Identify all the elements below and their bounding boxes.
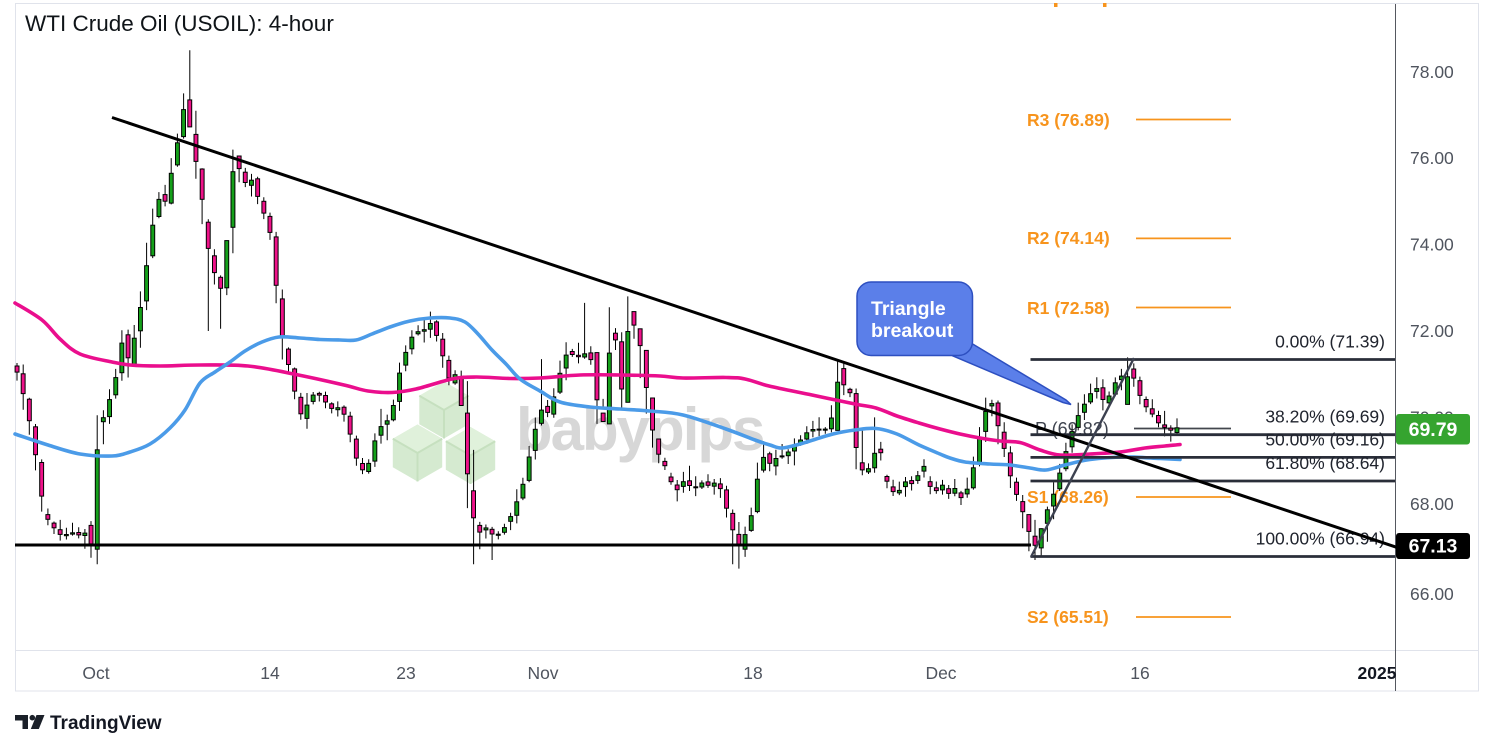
svg-text:72.00: 72.00 <box>1410 321 1454 341</box>
svg-text:2025: 2025 <box>1358 663 1397 683</box>
svg-text:R1 (72.58): R1 (72.58) <box>1027 298 1110 318</box>
svg-text:WTI Crude Oil (USOIL): 4-hour: WTI Crude Oil (USOIL): 4-hour <box>25 11 334 36</box>
svg-text:Oct: Oct <box>82 663 109 683</box>
svg-text:68.00: 68.00 <box>1410 494 1454 514</box>
svg-text:76.00: 76.00 <box>1410 148 1454 168</box>
svg-text:TradingView: TradingView <box>50 713 162 734</box>
svg-text:66.00: 66.00 <box>1410 584 1454 604</box>
svg-text:Dec: Dec <box>925 663 956 683</box>
svg-text:38.20% (69.69): 38.20% (69.69) <box>1265 407 1385 427</box>
svg-text:69.79: 69.79 <box>1409 419 1458 441</box>
svg-text:78.00: 78.00 <box>1410 62 1454 82</box>
svg-text:Nov: Nov <box>527 663 558 683</box>
svg-text:S1 (68.26): S1 (68.26) <box>1027 487 1109 507</box>
svg-text:R2 (74.14): R2 (74.14) <box>1027 228 1110 248</box>
svg-text:14: 14 <box>260 663 280 683</box>
svg-text:Triangle: Triangle <box>871 298 946 320</box>
svg-text:50.00% (69.16): 50.00% (69.16) <box>1265 429 1385 449</box>
svg-text:67.13: 67.13 <box>1409 536 1458 558</box>
svg-text:61.80% (68.64): 61.80% (68.64) <box>1265 453 1385 473</box>
svg-text:18: 18 <box>743 663 762 683</box>
svg-text:74.00: 74.00 <box>1410 235 1454 255</box>
svg-text:16: 16 <box>1130 663 1149 683</box>
svg-text:breakout: breakout <box>871 320 954 342</box>
svg-text:0.00% (71.39): 0.00% (71.39) <box>1275 332 1385 352</box>
svg-text:R3 (76.89): R3 (76.89) <box>1027 110 1110 130</box>
svg-text:S2 (65.51): S2 (65.51) <box>1027 607 1109 627</box>
svg-text:100.00% (66.94): 100.00% (66.94) <box>1256 529 1385 549</box>
svg-text:23: 23 <box>396 663 415 683</box>
